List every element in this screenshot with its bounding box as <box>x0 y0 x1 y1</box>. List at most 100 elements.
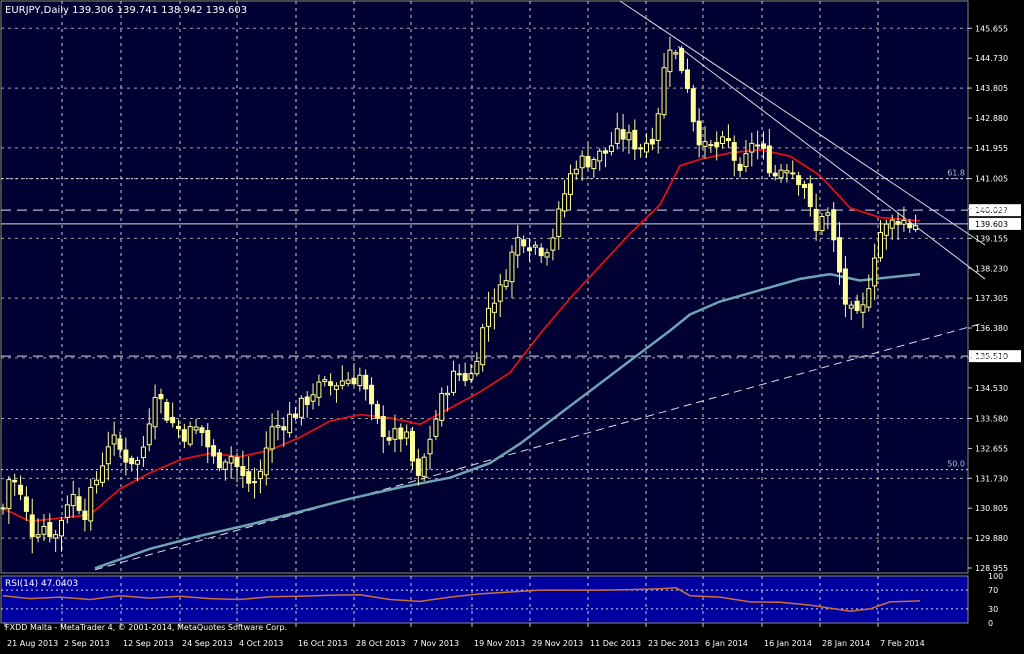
rsi-tick-label: 30 <box>988 605 998 614</box>
candle-up <box>6 479 12 509</box>
time-tick-label: 16 Jan 2014 <box>764 639 812 648</box>
fast-moving-average <box>2 148 921 523</box>
candle-up <box>88 486 94 522</box>
candle-down <box>12 479 18 483</box>
candle-up <box>825 212 831 216</box>
candle-up <box>152 396 158 428</box>
price-tick-label: 133.580 <box>975 415 1008 424</box>
candle-up <box>503 280 509 287</box>
candle-up <box>497 284 503 302</box>
candle-down <box>170 416 176 424</box>
candle-down <box>684 69 690 90</box>
candle-up <box>450 370 456 393</box>
candle-down <box>737 163 743 171</box>
candle-up <box>357 374 363 387</box>
candle-up <box>720 136 726 144</box>
price-tick-label: 130.805 <box>975 504 1008 513</box>
candle-up <box>263 447 269 476</box>
candle-up <box>913 225 919 231</box>
time-tick-label: 23 Dec 2013 <box>648 639 699 648</box>
candle-down <box>47 522 53 538</box>
time-tick-label: 28 Jan 2014 <box>822 639 870 648</box>
indicator-label: RSI(14) 47.0403 <box>5 579 78 589</box>
candle-down <box>796 175 802 186</box>
inner-resistance-trendline <box>677 45 986 280</box>
candle-up <box>322 379 328 383</box>
time-tick-label: 21 Aug 2013 <box>7 639 58 648</box>
candle-up <box>70 494 76 507</box>
time-axis: 21 Aug 2013 2 Sep 2013 12 Sep 2013 24 Sep 2… <box>4 623 925 648</box>
candle-up <box>94 479 100 486</box>
candle-up <box>298 397 304 418</box>
candle-down <box>725 138 731 142</box>
candle-up <box>111 434 117 445</box>
candle-down <box>18 484 24 495</box>
candle-down <box>211 445 217 457</box>
support-trendline <box>94 322 986 571</box>
candle-up <box>316 381 322 398</box>
candle-down <box>696 120 702 146</box>
time-tick-label: 6 Jan 2014 <box>705 639 748 648</box>
candle-up <box>901 219 907 225</box>
candle-up <box>673 52 679 55</box>
candle-up <box>661 67 667 116</box>
candle-up <box>404 431 410 439</box>
candle-down <box>842 268 848 305</box>
candle-down <box>380 416 386 438</box>
candle-up <box>99 465 105 483</box>
candle-down <box>181 429 187 442</box>
time-tick-label: 28 Oct 2013 <box>356 639 405 648</box>
candle-up <box>579 155 585 169</box>
price-tick-label: 132.655 <box>975 444 1008 453</box>
candle-up <box>878 232 883 259</box>
candle-down <box>82 510 88 521</box>
candle-down <box>761 143 766 149</box>
candle-up <box>421 456 427 477</box>
time-tick-label: 12 Sep 2013 <box>123 639 174 648</box>
candle-up <box>474 360 480 375</box>
time-tick-label: 7 Nov 2013 <box>413 639 459 648</box>
candle-down <box>831 209 837 241</box>
candle-down <box>801 183 807 189</box>
price-tick-label: 143.805 <box>975 84 1008 93</box>
price-tick-label: 137.305 <box>975 294 1008 303</box>
candle-up <box>667 49 673 73</box>
candle-up <box>515 237 521 256</box>
candle-down <box>854 300 860 312</box>
candle-down <box>205 430 211 448</box>
price-tick-label: 128.955 <box>975 564 1008 573</box>
price-tick-label: 142.880 <box>975 114 1008 123</box>
candle-up <box>445 392 451 396</box>
chart-title: EURJPY,Daily 139.306 139.741 138.942 139… <box>5 5 247 16</box>
candle-up <box>140 446 146 459</box>
candle-up <box>644 142 649 153</box>
candle-down <box>369 384 375 405</box>
candle-down <box>29 514 35 538</box>
candle-down <box>158 393 164 400</box>
ma-layer <box>2 148 921 570</box>
candle-up <box>392 428 398 440</box>
candle-up <box>562 193 568 212</box>
candle-up <box>345 379 351 384</box>
candle-down <box>129 457 135 465</box>
price-tick-label: 141.955 <box>975 144 1008 153</box>
candle-up <box>778 169 784 179</box>
candle-up <box>433 418 439 437</box>
time-tick-label: 11 Dec 2013 <box>590 639 641 648</box>
candle-up <box>608 145 614 153</box>
candle-down <box>123 449 129 463</box>
price-tick-label: 144.730 <box>975 54 1008 63</box>
time-tick-label: 7 Feb 2014 <box>880 639 925 648</box>
candle-up <box>228 456 234 464</box>
candle-up <box>456 373 462 376</box>
candle-up <box>146 423 152 446</box>
candle-down <box>731 142 737 161</box>
price-level-tag <box>969 204 1021 217</box>
candle-up <box>468 373 474 380</box>
candle-up <box>532 244 538 248</box>
rsi-tick-label: 0 <box>988 619 993 628</box>
candle-up <box>333 385 339 390</box>
candle-down <box>117 438 123 450</box>
candle-up <box>626 132 632 141</box>
